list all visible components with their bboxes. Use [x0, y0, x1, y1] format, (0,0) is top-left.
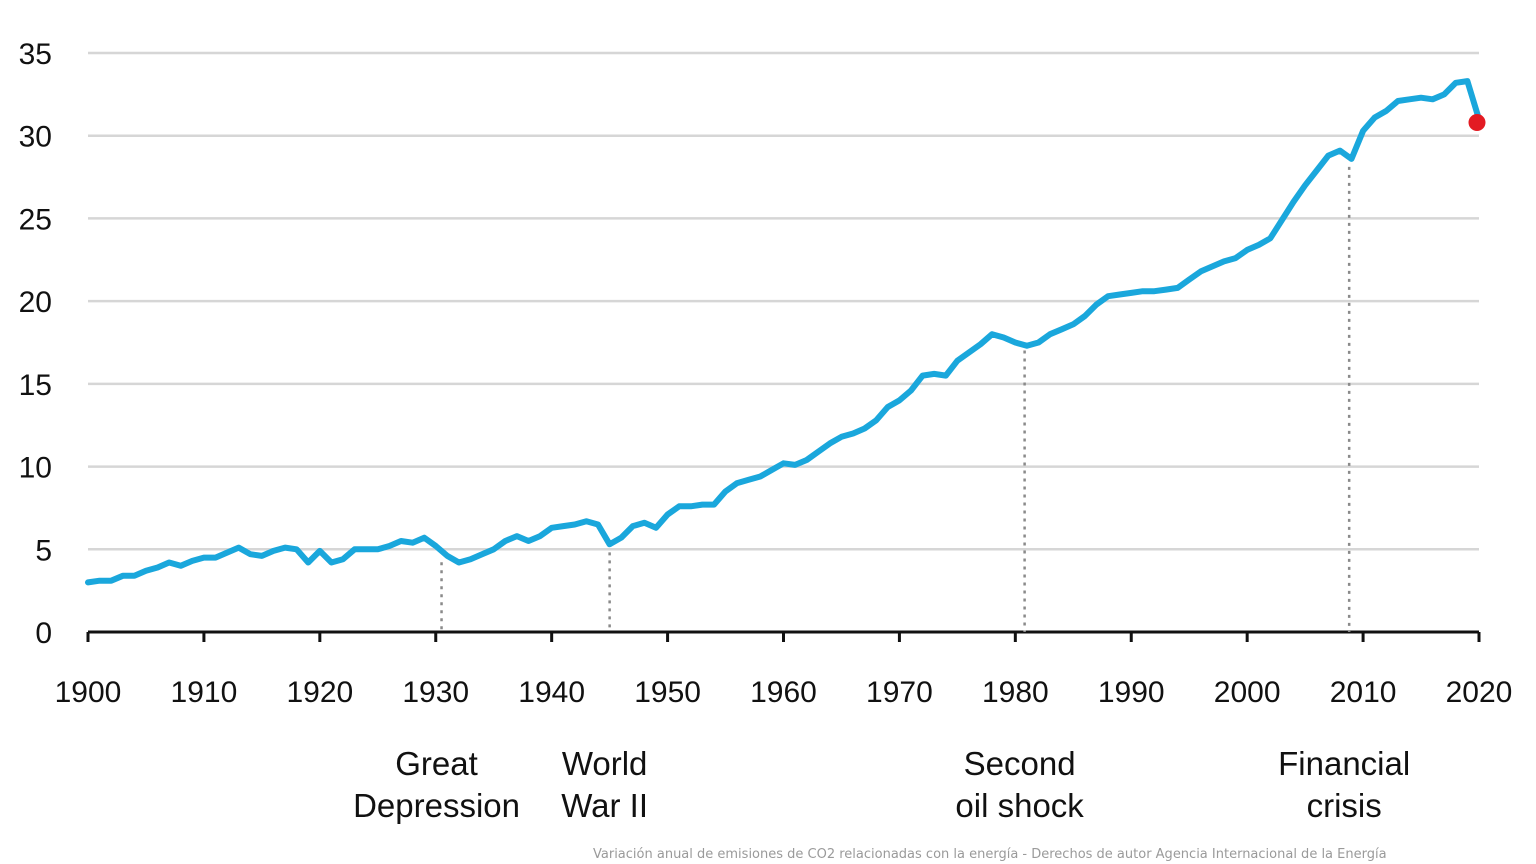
x-tick-label: 1970: [866, 676, 933, 709]
event-label-line: Depression: [353, 787, 520, 824]
x-tick-label: 1990: [1098, 676, 1165, 709]
y-tick-label: 0: [35, 617, 52, 650]
event-label-line: Second: [964, 745, 1076, 782]
highlight-points: [1468, 113, 1486, 131]
event-label: Second oil shock: [955, 745, 1084, 824]
image-credit: Variación anual de emisiones de CO2 rela…: [593, 847, 1387, 862]
y-tick-label: 25: [19, 203, 52, 236]
x-tick-label: 1930: [402, 676, 469, 709]
y-tick-label: 5: [35, 534, 52, 567]
x-axis-tick-labels: 1900 1910 1920 1930 1940 1950 1960 1970 1980 1990…: [55, 676, 1513, 709]
event-label: World War II: [561, 745, 648, 824]
x-axis: [86, 630, 1481, 642]
x-tick-label: 2020: [1446, 676, 1513, 709]
event-markers: [440, 166, 1351, 632]
event-label-line: Financial: [1278, 745, 1410, 782]
y-tick-label: 20: [19, 286, 52, 319]
x-tick-label: 1900: [55, 676, 122, 709]
x-tick-label: 1950: [634, 676, 701, 709]
x-tick-label: 1960: [750, 676, 817, 709]
x-tick-label: 1910: [171, 676, 238, 709]
series-lines: [85, 78, 1482, 586]
event-label-line: World: [562, 745, 648, 782]
x-tick-label: 2000: [1214, 676, 1281, 709]
y-axis-tick-labels: 0 5 10 15 20 25 30 35: [19, 38, 52, 650]
y-tick-label: 10: [19, 452, 52, 485]
event-label-line: oil shock: [955, 787, 1084, 824]
x-tick-label: 1940: [518, 676, 585, 709]
y-tick-label: 35: [19, 38, 52, 71]
event-label: Financial crisis: [1278, 745, 1410, 824]
event-label: Great Depression: [353, 745, 520, 824]
highlight-point-2020: [1468, 113, 1486, 131]
x-tick-label: 2010: [1330, 676, 1397, 709]
gridlines: [88, 51, 1479, 551]
event-label-line: crisis: [1307, 787, 1382, 824]
x-tick-label: 1980: [982, 676, 1049, 709]
event-label-line: Great: [395, 745, 478, 782]
event-labels: Great Depression World War II Second oil shoc…: [353, 745, 1410, 824]
event-label-line: War II: [561, 787, 648, 824]
y-tick-label: 15: [19, 369, 52, 402]
x-tick-label: 1920: [286, 676, 353, 709]
series-line: [85, 78, 1482, 586]
y-tick-label: 30: [19, 121, 52, 154]
